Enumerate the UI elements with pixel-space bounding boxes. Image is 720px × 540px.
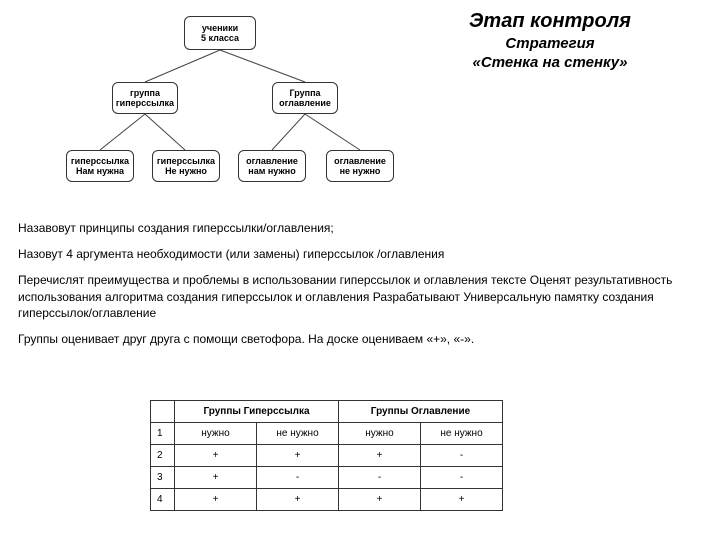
subtitle: Стратегия: [410, 35, 690, 52]
node-root: ученики 5 класса: [184, 16, 256, 50]
table-header-row: Группы Гиперссылка Группы Оглавление: [151, 401, 503, 423]
evaluation-table: Группы Гиперссылка Группы Оглавление 1 н…: [150, 400, 503, 511]
cell: не нужно: [257, 423, 339, 445]
node-label: Не нужно: [165, 166, 207, 176]
paragraph: Перечислят преимущества и проблемы в исп…: [18, 272, 702, 321]
cell: +: [339, 445, 421, 467]
strategy-name: «Стенка на стенку»: [410, 54, 690, 71]
table-row: 3 + - - -: [151, 467, 503, 489]
cell: не нужно: [421, 423, 503, 445]
cell: +: [175, 445, 257, 467]
node-label: Нам нужна: [76, 166, 124, 176]
col-num-header: [151, 401, 175, 423]
row-number: 3: [151, 467, 175, 489]
row-number: 4: [151, 489, 175, 511]
node-label: оглавление: [246, 156, 298, 166]
cell: -: [339, 467, 421, 489]
cell: +: [339, 489, 421, 511]
node-label: оглавление: [279, 98, 331, 108]
paragraph: Назавовут принципы создания гиперссылки/…: [18, 220, 702, 236]
cell: +: [175, 489, 257, 511]
node-label: гиперссылка: [71, 156, 129, 166]
cell: +: [421, 489, 503, 511]
node-label: гиперссылка: [157, 156, 215, 166]
table-row: 4 + + + +: [151, 489, 503, 511]
row-number: 1: [151, 423, 175, 445]
body-text: Назавовут принципы создания гиперссылки/…: [18, 220, 702, 357]
node-leaf-1: гиперссылка Нам нужна: [66, 150, 134, 182]
node-label: 5 класса: [201, 33, 239, 43]
node-label: не нужно: [340, 166, 381, 176]
node-leaf-2: гиперссылка Не нужно: [152, 150, 220, 182]
cell: -: [421, 445, 503, 467]
cell: -: [421, 467, 503, 489]
cell: +: [257, 445, 339, 467]
table-row: 1 нужно не нужно нужно не нужно: [151, 423, 503, 445]
node-label: Группа: [289, 88, 320, 98]
node-label: ученики: [202, 23, 238, 33]
node-label: нам нужно: [248, 166, 295, 176]
page-title: Этап контроля: [410, 10, 690, 33]
node-mid-right: Группа оглавление: [272, 82, 338, 114]
node-label: группа: [130, 88, 160, 98]
col-group-a: Группы Гиперссылка: [175, 401, 339, 423]
paragraph: Группы оценивает друг друга с помощи све…: [18, 331, 702, 347]
cell: -: [257, 467, 339, 489]
cell: +: [257, 489, 339, 511]
paragraph: Назовут 4 аргумента необходимости (или з…: [18, 246, 702, 262]
table-row: 2 + + + -: [151, 445, 503, 467]
cell: +: [175, 467, 257, 489]
node-label: гиперссылка: [116, 98, 174, 108]
cell: нужно: [175, 423, 257, 445]
heading-block: Этап контроля Стратегия «Стенка на стенк…: [410, 10, 690, 71]
node-leaf-3: оглавление нам нужно: [238, 150, 306, 182]
node-mid-left: группа гиперссылка: [112, 82, 178, 114]
hierarchy-diagram: ученики 5 класса группа гиперссылка Груп…: [60, 10, 420, 210]
node-label: оглавление: [334, 156, 386, 166]
cell: нужно: [339, 423, 421, 445]
col-group-b: Группы Оглавление: [339, 401, 503, 423]
node-leaf-4: оглавление не нужно: [326, 150, 394, 182]
row-number: 2: [151, 445, 175, 467]
